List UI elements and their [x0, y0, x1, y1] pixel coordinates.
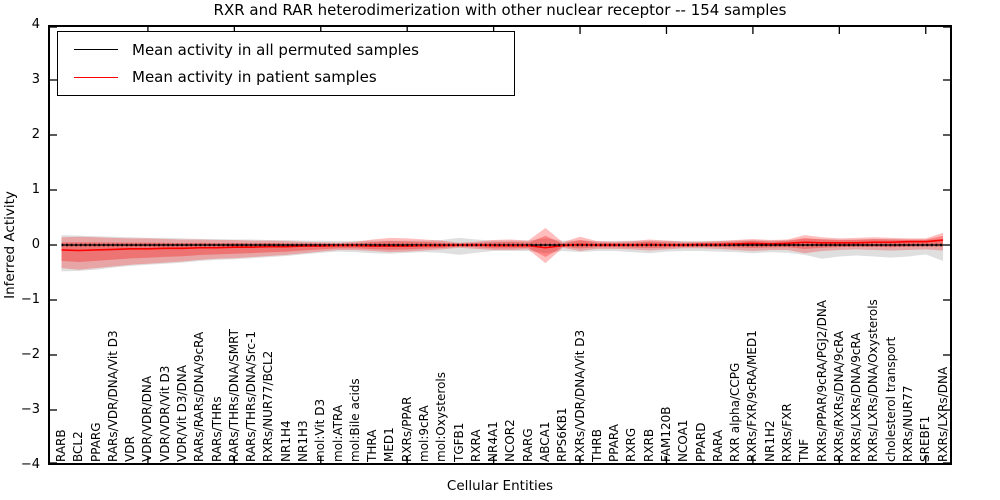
x-tick-label: VDR/Vit D3/DNA [174, 365, 189, 462]
permuted-line-sample-icon [74, 49, 118, 51]
legend-item-patient: Mean activity in patient samples [58, 65, 514, 89]
x-axis-label: Cellular Entities [446, 478, 554, 494]
x-tick-label: RXRB [641, 428, 656, 462]
x-tick-label: THRB [589, 429, 604, 462]
x-tick-label: RARB [54, 429, 68, 462]
y-tick-label: 4 [31, 17, 40, 32]
x-tick-label: RARs/RARs/DNA/9cRA [192, 331, 207, 462]
x-tick-label: SREBF1 [918, 415, 933, 462]
x-tick-label: mol:Vit D3 [313, 398, 328, 462]
x-tick-label: cholesterol transport [883, 336, 898, 462]
x-tick-label: RARG [520, 428, 535, 462]
x-tick-label: RARs/THRs/DNA/Src-1 [244, 331, 259, 462]
x-tick-label: RXRs/RXRs/DNA/9cRA [831, 330, 846, 462]
plot-area [48, 25, 952, 465]
x-tick-label: RXRs/NUR77 [900, 385, 915, 462]
y-tick-label: 1 [31, 182, 40, 197]
x-tick-label: PPARD [693, 422, 708, 463]
x-tick-label: TNF [797, 438, 812, 462]
chart-canvas [48, 25, 952, 465]
x-tick-label: PPARG [88, 422, 103, 462]
x-tick-label: mol:Bile acids [347, 378, 362, 462]
y-tick-label: −1 [20, 292, 40, 307]
x-tick-label: FAM120B [658, 406, 673, 463]
x-tick-label: VDR/VDR/DNA [140, 375, 155, 462]
x-tick-label: ABCA1 [537, 421, 552, 462]
x-tick-label: TGFB1 [451, 422, 466, 462]
x-tick-label: PPARA [607, 424, 622, 462]
x-tick-label: NCOR2 [503, 419, 518, 462]
x-tick-label: RXRs/NUR77/BCL2 [261, 350, 276, 462]
x-tick-label: RARs/THRs [209, 396, 224, 462]
patient-line-sample-icon [74, 76, 118, 78]
y-tick-label: −4 [20, 457, 40, 472]
x-tick-label: NR4A1 [486, 421, 501, 462]
x-tick-label: RXRs/PPAR [399, 396, 414, 462]
x-tick-label: NCOA1 [676, 419, 691, 462]
x-tick-label: RXRs/FXR/9cRA/MED1 [745, 330, 760, 462]
y-tick-label: 3 [31, 72, 40, 87]
x-tick-label: THRA [365, 429, 380, 462]
x-tick-label: RXRG [624, 427, 639, 462]
x-tick-label: VDR/VDR/Vit D3 [157, 365, 172, 462]
x-tick-label: RPS6KB1 [555, 407, 570, 462]
x-tick-label: NR1H3 [295, 420, 310, 462]
legend-label: Mean activity in patient samples [132, 68, 377, 87]
x-tick-label: RXRs/FXR [779, 403, 794, 462]
legend: Mean activity in all permuted samples Me… [57, 31, 515, 96]
chart-title: RXR and RAR heterodimerization with othe… [213, 1, 787, 19]
x-tick-label: RXRs/VDR/DNA/Vit D3 [572, 329, 587, 462]
x-tick-label: VDR [123, 436, 138, 462]
x-tick-label: RXRA [468, 429, 483, 462]
x-tick-label: mol:ATRA [330, 404, 345, 462]
x-tick-label: RARA [710, 429, 725, 462]
y-tick-label: 2 [31, 127, 40, 142]
x-tick-label: RXR alpha/CCPG [728, 362, 743, 462]
x-tick-label: RXRs/LXRs/DNA/9cRA [849, 332, 864, 463]
x-tick-label: NR1H4 [278, 420, 293, 462]
x-tick-label: RARs/VDR/DNA/Vit D3 [105, 330, 120, 462]
legend-item-permuted: Mean activity in all permuted samples [58, 38, 514, 62]
x-tick-label: RXRs/LXRs/DNA/Oxysterols [866, 299, 881, 462]
y-tick-label: 0 [31, 237, 40, 252]
x-tick-label: NR1H2 [762, 420, 777, 462]
x-tick-label: RXRs/PPAR/9cRA/PGJ2/DNA [814, 300, 829, 462]
legend-label: Mean activity in all permuted samples [132, 40, 419, 59]
x-tick-label: MED1 [382, 427, 397, 462]
x-tick-label: mol:Oxysterols [434, 372, 449, 462]
x-tick-label: BCL2 [71, 431, 86, 462]
x-tick-label: mol:9cRA [416, 405, 431, 462]
x-tick-label: RXRs/LXRs/DNA [935, 366, 950, 462]
y-tick-label: −3 [20, 402, 40, 417]
y-tick-label: −2 [20, 347, 40, 362]
x-tick-label: RARs/THRs/DNA/SMRT [226, 329, 241, 462]
